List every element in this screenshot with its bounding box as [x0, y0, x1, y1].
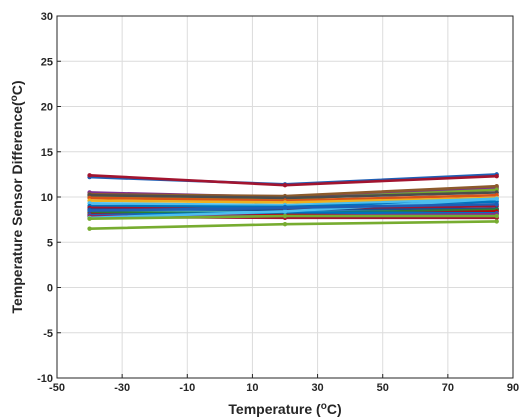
data-point: [494, 183, 499, 189]
data-point: [282, 205, 288, 211]
data-point: [282, 209, 288, 214]
y-tick-label: 10: [41, 192, 53, 204]
x-tick-label: -30: [114, 382, 130, 394]
x-tick-label: 10: [246, 382, 258, 394]
data-point: [494, 213, 499, 219]
x-tick-label: 50: [377, 382, 389, 394]
y-tick-label: 5: [47, 237, 53, 249]
x-axis-label: Temperature (oC): [228, 401, 341, 418]
y-tick-label: 30: [41, 11, 53, 23]
data-point: [282, 183, 288, 188]
x-tick-label: -10: [179, 382, 195, 394]
y-axis-label: Temperature Sensor Difference(oC): [9, 80, 26, 313]
data-point: [282, 213, 288, 219]
x-tick-label: 90: [507, 382, 519, 394]
x-tick-label: 30: [311, 382, 323, 394]
data-point: [494, 202, 499, 207]
y-tick-label: 0: [47, 283, 53, 295]
data-point: [87, 216, 92, 221]
x-tick-label: 70: [442, 382, 454, 394]
data-point: [282, 221, 288, 227]
data-point: [87, 208, 92, 213]
y-tick-label: 15: [41, 147, 53, 159]
x-tick-label: -50: [49, 382, 65, 394]
data-point: [87, 173, 92, 178]
data-point: [494, 196, 499, 202]
data-point: [494, 219, 499, 224]
y-tick-label: 20: [41, 102, 53, 114]
data-point: [87, 226, 92, 231]
y-tick-label: -5: [43, 328, 53, 340]
series-group: [87, 172, 499, 231]
data-point: [494, 173, 499, 179]
y-tick-label: -10: [37, 373, 53, 385]
y-tick-label: 25: [41, 56, 53, 68]
